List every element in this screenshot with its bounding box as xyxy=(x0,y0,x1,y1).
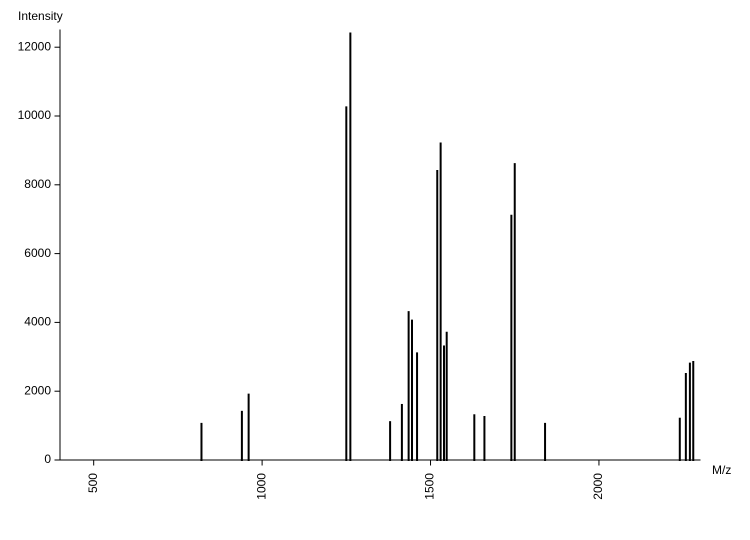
y-tick-label: 4000 xyxy=(24,315,51,329)
x-tick-label: 1000 xyxy=(254,473,268,500)
x-tick-label: 500 xyxy=(86,473,100,493)
y-tick-label: 6000 xyxy=(24,246,51,260)
y-tick-label: 2000 xyxy=(24,383,51,397)
y-tick-label: 8000 xyxy=(24,177,51,191)
y-tick-label: 12000 xyxy=(18,39,52,53)
x-axis-title: M/z xyxy=(712,463,731,477)
y-ticks: 0 2000 4000 6000 8000 10000 12000 xyxy=(18,39,60,466)
mass-spectrum-chart: 0 2000 4000 6000 8000 10000 12000 500 1000 1500 2… xyxy=(0,0,750,540)
x-tick-label: 2000 xyxy=(591,473,605,500)
x-ticks: 500 1000 1500 2000 xyxy=(86,460,605,500)
spectrum-stems xyxy=(201,33,693,460)
y-axis-title: Intensity xyxy=(18,9,63,23)
x-tick-label: 1500 xyxy=(423,473,437,500)
y-tick-label: 10000 xyxy=(18,108,52,122)
y-tick-label: 0 xyxy=(44,452,51,466)
axes xyxy=(60,30,700,460)
